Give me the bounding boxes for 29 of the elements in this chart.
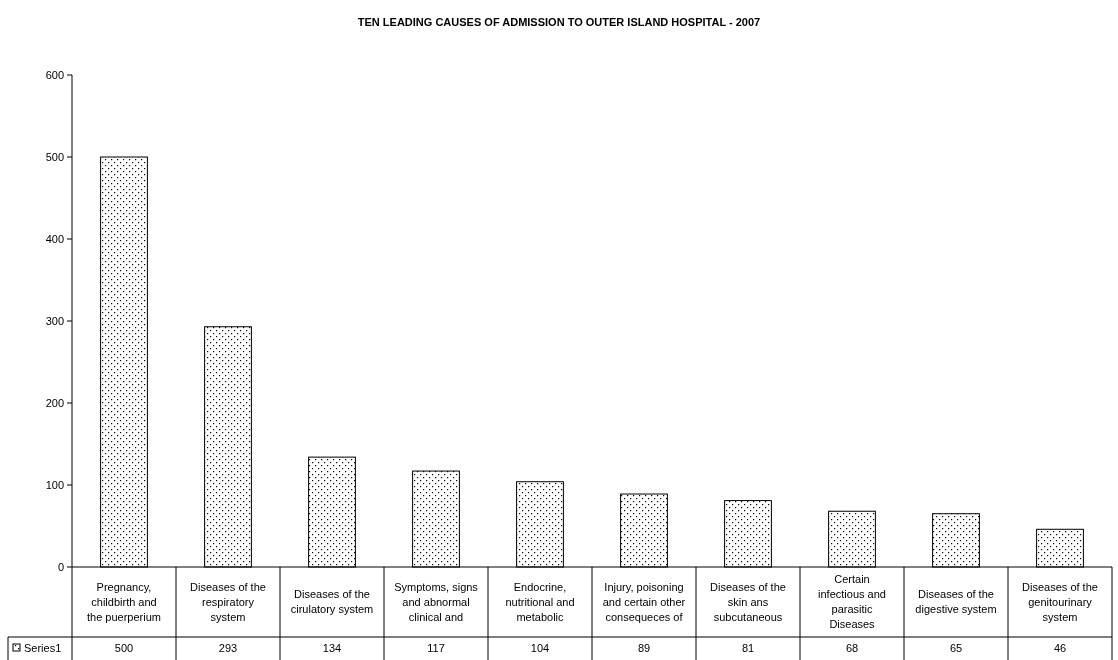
data-label: 65 — [949, 641, 963, 654]
y-tick-label: 100 — [45, 478, 64, 491]
x-tick-label: Diseases of the skin ans subcutaneous — [710, 580, 786, 623]
y-tick-label: 400 — [45, 232, 64, 245]
x-tick-label: Diseases of the genitourinary system — [1022, 580, 1098, 623]
y-tick-label: 600 — [45, 68, 64, 81]
y-tick-label: 200 — [45, 396, 64, 409]
data-label: 117 — [427, 641, 445, 654]
chart-title: TEN LEADING CAUSES OF ADMISSION TO OUTER ISLAND HOSPITAL - 2007 — [357, 16, 761, 28]
data-label: 104 — [530, 641, 550, 654]
data-label: 81 — [741, 641, 755, 654]
data-label: 134 — [322, 641, 342, 654]
x-tick-label: Pregnancy, childbirth and the puerperium — [87, 580, 161, 623]
data-label: 68 — [845, 641, 859, 654]
data-label: 293 — [218, 641, 238, 654]
y-tick-label: 500 — [45, 150, 64, 163]
y-tick-label: 0 — [57, 560, 64, 573]
x-tick-label: Diseases of the cirulatory system — [290, 588, 374, 616]
data-label: 500 — [114, 641, 134, 654]
x-tick-label: Endocrine, nutritional and metabolic — [505, 580, 575, 623]
data-label: 46 — [1053, 641, 1067, 654]
legend-label: Series1 — [24, 641, 62, 654]
x-tick-label: Diseases of the digestive system — [915, 588, 997, 616]
x-tick-label: Diseases of the respiratory system — [190, 580, 266, 623]
x-tick-label: Injury, poisoning and certain other consequeces of — [602, 580, 686, 623]
x-tick-label: Certain infectious and parasitic Diseases — [818, 573, 886, 631]
y-tick-label: 300 — [45, 314, 64, 327]
data-label: 89 — [637, 641, 651, 654]
x-tick-label: Symptoms, signs and abnormal clinical and — [394, 580, 479, 623]
